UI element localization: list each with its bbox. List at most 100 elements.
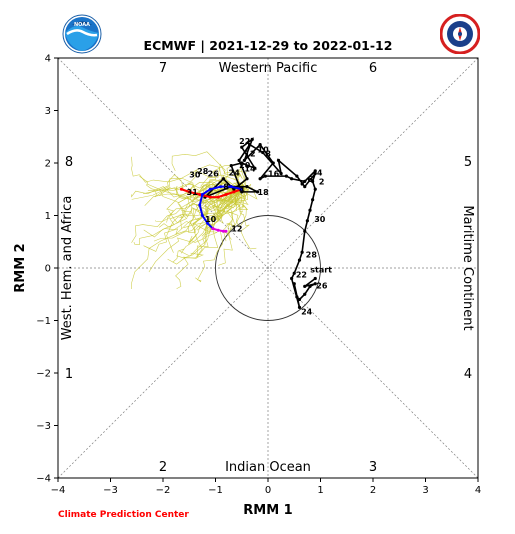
phase-label-7: 7 xyxy=(159,61,167,76)
nws-logo xyxy=(440,14,480,54)
observed-point xyxy=(292,282,296,286)
start-label: start xyxy=(310,266,332,275)
phase-label-8: 8 xyxy=(65,155,73,170)
region-label-right: Maritime Continent xyxy=(460,205,475,330)
observed-point xyxy=(245,177,249,181)
observed-point xyxy=(303,185,307,189)
day-label: 26 xyxy=(208,170,220,179)
day-label: 26 xyxy=(316,281,328,290)
observed-point xyxy=(245,185,249,189)
observed-point xyxy=(308,208,312,212)
day-label: 16 xyxy=(268,170,280,179)
x-tick-label: −4 xyxy=(51,485,66,496)
day-label: 10 xyxy=(258,145,270,154)
observed-point xyxy=(295,174,299,178)
observed-point xyxy=(237,158,241,162)
day-label: 14 xyxy=(244,164,256,173)
day-label: 18 xyxy=(258,188,270,197)
ensemble-member-line xyxy=(195,191,240,283)
day-label: 4 xyxy=(239,185,245,194)
observed-point xyxy=(311,198,315,202)
x-tick-label: 4 xyxy=(475,485,481,496)
ensemble-forecast-lines xyxy=(131,151,258,290)
day-label: 28 xyxy=(197,167,209,176)
day-label: 31 xyxy=(187,188,199,197)
x-tick-label: −1 xyxy=(208,485,223,496)
mean-week1-point xyxy=(179,187,183,191)
unit-circle xyxy=(215,215,321,321)
day-label: 30 xyxy=(314,215,326,224)
mean-week2-point xyxy=(229,185,233,189)
ensemble-member-line xyxy=(171,151,247,187)
day-label: 10 xyxy=(205,215,217,224)
phase-label-6: 6 xyxy=(369,61,377,76)
observed-point xyxy=(248,143,252,147)
mean-week2-point xyxy=(240,187,244,191)
mean-week1-point xyxy=(187,190,191,194)
region-label-top: Western Pacific xyxy=(219,61,318,76)
mean-week2-point xyxy=(200,193,204,196)
observed-point xyxy=(313,187,317,191)
x-tick-label: −3 xyxy=(103,485,118,496)
observed-point xyxy=(253,166,257,170)
observed-point xyxy=(311,179,315,183)
observed-point xyxy=(303,284,307,288)
day-label: 12 xyxy=(244,150,255,159)
phase-label-5: 5 xyxy=(464,155,472,170)
chart-title: ECMWF | 2021-12-29 to 2022-01-12 xyxy=(144,38,393,53)
region-label-bottom: Indian Ocean xyxy=(225,460,311,475)
mean-week1-point xyxy=(224,193,228,196)
ensemble-member-line xyxy=(200,163,247,190)
ensemble-member-line xyxy=(158,182,246,200)
ensemble-member-line xyxy=(148,187,240,273)
y-tick-label: 1 xyxy=(45,211,51,222)
observed-point xyxy=(290,276,294,281)
x-tick-label: −2 xyxy=(156,485,171,496)
observed-point xyxy=(297,258,302,262)
observed-point xyxy=(300,182,304,186)
x-tick-label: 3 xyxy=(422,485,428,496)
ensemble-member-line xyxy=(226,184,252,240)
ensemble-mean-trajectory xyxy=(179,185,244,233)
y-axis-label: RMM 2 xyxy=(13,243,28,292)
observed-point xyxy=(221,177,225,181)
mean-week1-point xyxy=(216,195,220,199)
ensemble-member-line xyxy=(147,178,239,191)
observed-point xyxy=(295,295,299,299)
phase-label-4: 4 xyxy=(464,367,472,382)
observed-point xyxy=(284,174,288,178)
observed-point xyxy=(290,177,294,181)
observed-point xyxy=(276,158,281,162)
x-tick-label: 2 xyxy=(370,485,376,496)
ensemble-member-line xyxy=(153,187,242,242)
observed-point xyxy=(303,179,307,183)
observed-point xyxy=(271,161,275,165)
observed-point xyxy=(258,177,262,181)
observed-point xyxy=(313,276,317,281)
x-tick-label: 1 xyxy=(317,485,323,496)
ensemble-member-line xyxy=(172,186,243,263)
day-label: 28 xyxy=(306,250,318,259)
ensemble-member-line xyxy=(222,189,249,242)
observed-trajectory: start xyxy=(203,137,332,309)
mean-week2-point xyxy=(208,187,212,191)
day-label: 30 xyxy=(189,171,201,180)
y-tick-label: −1 xyxy=(36,316,51,327)
mean-week1-point xyxy=(208,195,212,199)
day-label: 20 xyxy=(239,161,251,170)
day-label: 22 xyxy=(296,270,307,279)
observed-point xyxy=(240,190,244,194)
mean-week3-point xyxy=(221,229,225,233)
observed-point xyxy=(297,297,302,302)
observed-point xyxy=(250,137,254,141)
observed-point xyxy=(255,190,260,194)
y-tick-label: 3 xyxy=(45,106,51,117)
day-label: 8 xyxy=(265,150,271,159)
observed-point xyxy=(313,282,317,286)
observed-point xyxy=(292,271,296,275)
svg-text:NOAA: NOAA xyxy=(74,22,90,28)
mean-week1-point xyxy=(198,193,202,196)
